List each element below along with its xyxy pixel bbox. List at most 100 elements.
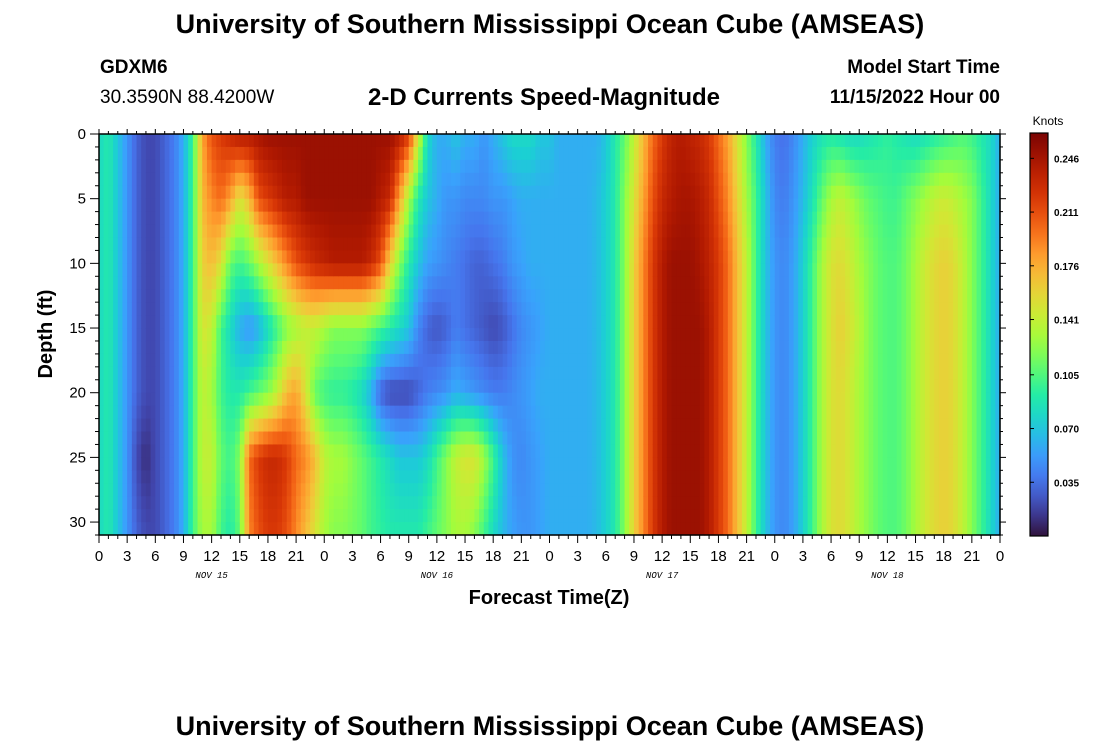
heatmap-cell bbox=[192, 185, 199, 200]
heatmap-cell bbox=[619, 250, 626, 264]
heatmap-cell bbox=[385, 470, 391, 484]
heatmap-cell bbox=[113, 392, 119, 407]
heatmap-cell bbox=[798, 134, 804, 148]
heatmap-cell bbox=[333, 315, 339, 329]
heatmap-cell bbox=[249, 392, 255, 407]
heatmap-cell bbox=[554, 328, 560, 342]
heatmap-cell bbox=[352, 328, 358, 342]
heatmap-cell bbox=[666, 418, 673, 433]
heatmap-cell bbox=[582, 276, 588, 290]
heatmap-cell bbox=[385, 444, 391, 458]
heatmap-cell bbox=[324, 263, 330, 277]
heatmap-cell bbox=[732, 185, 738, 200]
heatmap-cell bbox=[770, 146, 776, 161]
heatmap-cell bbox=[619, 366, 626, 381]
heatmap-cell bbox=[343, 159, 349, 174]
heatmap-cell bbox=[399, 159, 405, 174]
heatmap-cell bbox=[202, 328, 208, 342]
heatmap-cell bbox=[840, 328, 846, 342]
heatmap-cell bbox=[638, 315, 644, 329]
heatmap-cell bbox=[371, 470, 377, 484]
heatmap-cell bbox=[258, 198, 264, 213]
heatmap-cell bbox=[103, 431, 109, 446]
heatmap-cell bbox=[755, 340, 762, 355]
heatmap-cell bbox=[286, 224, 292, 239]
heatmap-cell bbox=[291, 159, 297, 174]
heatmap-cell bbox=[662, 263, 668, 277]
heatmap-cell bbox=[511, 224, 518, 239]
heatmap-cell bbox=[324, 379, 330, 394]
heatmap-cell bbox=[127, 509, 133, 523]
heatmap-cell bbox=[366, 470, 372, 484]
heatmap-cell bbox=[333, 379, 339, 394]
heatmap-cell bbox=[629, 263, 635, 277]
heatmap-cell bbox=[282, 328, 288, 342]
heatmap-cell bbox=[150, 172, 156, 187]
heatmap-cell bbox=[343, 172, 349, 187]
heatmap-cell bbox=[267, 431, 274, 446]
heatmap-cell bbox=[610, 134, 616, 148]
heatmap-cell bbox=[333, 198, 339, 213]
heatmap-cell bbox=[361, 496, 368, 510]
heatmap-cell bbox=[413, 250, 419, 264]
heatmap-cell bbox=[488, 366, 494, 381]
heatmap-cell bbox=[479, 276, 485, 290]
heatmap-cell bbox=[155, 483, 161, 497]
heatmap-cell bbox=[610, 509, 616, 523]
heatmap-cell bbox=[361, 366, 368, 381]
heatmap-cell bbox=[648, 353, 654, 368]
heatmap-cell bbox=[221, 237, 227, 252]
heatmap-cell bbox=[493, 470, 499, 484]
heatmap-cell bbox=[155, 470, 161, 484]
heatmap-cell bbox=[174, 431, 180, 446]
heatmap-cell bbox=[741, 483, 748, 497]
heatmap-cell bbox=[310, 444, 316, 458]
heatmap-cell bbox=[699, 470, 705, 484]
heatmap-cell bbox=[732, 315, 738, 329]
heatmap-cell bbox=[474, 444, 480, 458]
heatmap-cell bbox=[558, 405, 565, 420]
heatmap-cell bbox=[845, 444, 851, 458]
heatmap-cell bbox=[648, 263, 654, 277]
heatmap-cell bbox=[131, 263, 138, 277]
heatmap-cell bbox=[103, 379, 109, 394]
heatmap-cell bbox=[230, 509, 236, 523]
heatmap-cell bbox=[446, 276, 452, 290]
heatmap-cell bbox=[305, 211, 311, 226]
heatmap-cell bbox=[526, 496, 532, 510]
heatmap-cell bbox=[99, 340, 105, 355]
heatmap-cell bbox=[361, 172, 368, 187]
heatmap-cell bbox=[296, 418, 302, 433]
heatmap-cell bbox=[540, 134, 546, 148]
heatmap-cell bbox=[812, 353, 818, 368]
heatmap-cell bbox=[408, 483, 415, 497]
heatmap-cell bbox=[230, 470, 236, 484]
heatmap-cell bbox=[413, 457, 419, 471]
heatmap-cell bbox=[460, 509, 466, 523]
heatmap-cell bbox=[272, 276, 278, 290]
heatmap-cell bbox=[596, 250, 602, 264]
heatmap-cell bbox=[192, 211, 199, 226]
heatmap-cell bbox=[314, 444, 321, 458]
heatmap-cell bbox=[99, 237, 105, 252]
heatmap-cell bbox=[760, 392, 766, 407]
heatmap-cell bbox=[737, 340, 743, 355]
heatmap-cell bbox=[816, 211, 823, 226]
heatmap-cell bbox=[436, 418, 443, 433]
heatmap-cell bbox=[709, 315, 715, 329]
heatmap-cell bbox=[526, 315, 532, 329]
heatmap-cell bbox=[399, 496, 405, 510]
heatmap-cell bbox=[272, 159, 278, 174]
heatmap-cell bbox=[497, 172, 504, 187]
heatmap-cell bbox=[671, 328, 677, 342]
heatmap-cell bbox=[338, 483, 344, 497]
heatmap-cell bbox=[366, 522, 372, 536]
heatmap-cell bbox=[727, 496, 734, 510]
heatmap-cell bbox=[371, 509, 377, 523]
heatmap-cell bbox=[169, 509, 175, 523]
heatmap-cell bbox=[723, 444, 729, 458]
heatmap-cell bbox=[779, 509, 785, 523]
heatmap-cell bbox=[821, 159, 827, 174]
heatmap-cell bbox=[849, 211, 856, 226]
heatmap-cell bbox=[314, 418, 321, 433]
